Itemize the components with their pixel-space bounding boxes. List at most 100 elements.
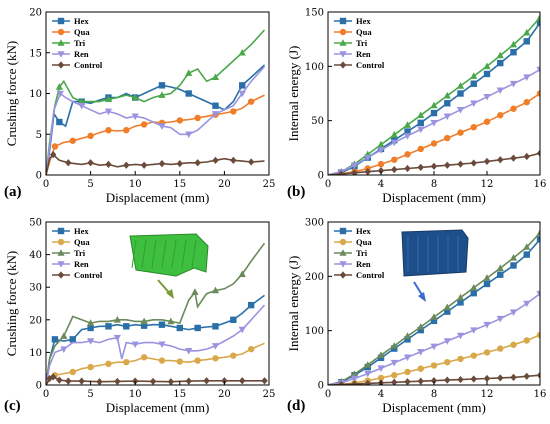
point-qua <box>470 352 477 359</box>
point-qua <box>377 160 385 168</box>
legend-marker-hex <box>339 17 347 25</box>
legend-marker-control <box>339 271 347 279</box>
y-tick-label: 50 <box>29 218 42 229</box>
panel-label: (c) <box>4 398 21 414</box>
point-hex <box>239 82 246 89</box>
y-tick-label: 10 <box>29 89 42 100</box>
panel-c: 0 5 10 15 20 25 0 10 20 30 40 50 Displacement (mm) Cr… <box>4 218 275 416</box>
point-ren <box>377 365 385 372</box>
pointer-arrow-head <box>166 289 174 299</box>
point-tri <box>496 264 504 271</box>
point-control <box>140 161 148 169</box>
point-hex <box>510 49 517 56</box>
point-control <box>457 375 464 384</box>
point-tri <box>211 286 220 294</box>
point-tri <box>104 95 113 103</box>
legend-label-control: Control <box>74 270 103 280</box>
point-qua <box>123 126 130 134</box>
y-tick-label: 15 <box>29 48 42 59</box>
y-tick-label: 40 <box>29 250 42 261</box>
point-qua <box>391 372 398 379</box>
point-tri <box>55 83 63 90</box>
point-ren <box>185 347 193 355</box>
point-hex <box>230 316 237 323</box>
point-qua <box>140 121 148 128</box>
point-ren <box>456 107 465 114</box>
point-qua <box>430 362 438 369</box>
point-tri <box>509 254 518 261</box>
point-hex <box>56 118 63 126</box>
point-ren <box>470 100 478 108</box>
point-hex <box>444 308 451 315</box>
point-ren <box>536 66 540 74</box>
point-hex <box>523 38 530 45</box>
point-qua <box>510 105 517 112</box>
y-tick-label: 0 <box>318 381 324 392</box>
point-ren <box>496 87 504 95</box>
point-qua <box>230 108 237 115</box>
point-tri <box>443 303 451 311</box>
legend-label-ren: Ren <box>74 259 89 269</box>
y-tick-label: 0 <box>36 171 42 182</box>
legend-label-qua: Qua <box>356 27 372 37</box>
point-control <box>497 374 504 382</box>
point-hex <box>404 336 411 343</box>
legend-marker-qua <box>57 238 65 246</box>
point-qua <box>194 114 201 122</box>
x-tick-label: 0 <box>325 389 331 400</box>
legend-marker-tri <box>339 249 347 256</box>
x-tick-label: 12 <box>481 179 494 190</box>
legend-label-tri: Tri <box>356 248 368 258</box>
point-ren <box>56 90 64 98</box>
y-tick-label: 30 <box>29 283 42 294</box>
point-ren <box>483 321 491 329</box>
point-control <box>510 154 517 162</box>
point-ren <box>390 359 398 367</box>
point-hex <box>417 326 424 334</box>
point-ren <box>390 139 398 147</box>
point-hex <box>185 90 192 97</box>
point-control <box>536 149 540 157</box>
point-control <box>417 377 424 385</box>
point-hex <box>176 324 183 332</box>
legend-label-hex: Hex <box>356 226 371 236</box>
legend-marker-ren <box>339 51 347 58</box>
point-qua <box>87 363 94 371</box>
series-group <box>46 29 266 175</box>
point-control <box>212 156 219 164</box>
point-qua <box>444 134 451 142</box>
legend-label-hex: Hex <box>74 226 89 236</box>
point-qua <box>457 355 464 363</box>
point-hex <box>523 251 530 258</box>
panel-label: (b) <box>287 184 305 200</box>
point-qua <box>404 368 411 376</box>
point-hex <box>497 59 504 67</box>
x-tick-label: 4 <box>378 179 384 190</box>
x-tick-label: 5 <box>87 179 93 190</box>
point-control <box>364 379 371 385</box>
point-control <box>203 377 210 385</box>
series-group <box>328 229 540 385</box>
point-control <box>56 376 63 384</box>
point-hex <box>51 336 59 343</box>
point-hex <box>105 323 112 330</box>
point-ren <box>470 327 478 334</box>
point-tri <box>131 93 139 101</box>
x-tick-label: 10 <box>129 389 142 400</box>
point-qua <box>247 345 255 353</box>
point-tri <box>158 91 166 98</box>
point-tri <box>78 97 86 105</box>
point-control <box>185 377 192 385</box>
point-control <box>46 374 53 383</box>
specimen-rib <box>151 239 157 269</box>
point-control <box>364 168 371 175</box>
point-control <box>391 165 398 174</box>
point-tri <box>470 283 478 291</box>
x-tick-label: 12 <box>481 389 494 400</box>
point-tri <box>377 140 385 148</box>
x-tick-label: 8 <box>431 179 437 190</box>
point-tri <box>536 13 540 21</box>
point-tri <box>238 270 246 277</box>
legend-label-control: Control <box>356 60 385 70</box>
point-qua <box>536 90 540 97</box>
